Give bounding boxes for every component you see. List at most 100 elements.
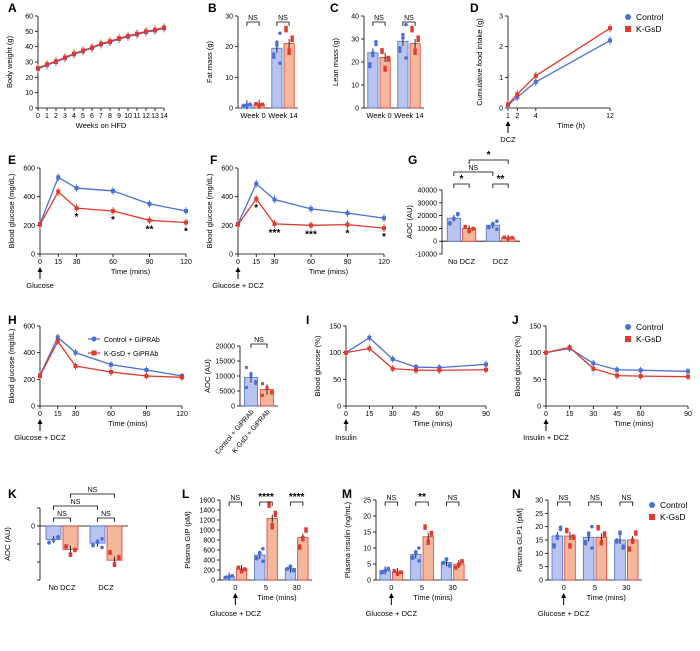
M-significance-label: NS (386, 495, 396, 502)
I-series-1-point (390, 366, 395, 371)
A-y-tick-label: 40 (25, 44, 33, 51)
K-comparison-bracket (53, 517, 71, 522)
A-series-1-point (108, 39, 112, 44)
E-significance-star: * (184, 226, 188, 237)
I-y-tick-label: 100 (329, 350, 341, 357)
L-data-point (270, 526, 274, 530)
B-data-point (284, 25, 288, 30)
H-series-1-point (180, 375, 184, 380)
G-data-point (495, 219, 499, 223)
H2-data-point (261, 382, 264, 386)
E-series-0-point (147, 201, 152, 206)
panel-label-D: D (470, 1, 479, 15)
M-y-tick-label: 20 (363, 514, 371, 521)
L-data-point (304, 529, 308, 533)
B-data-point (278, 31, 282, 36)
M-data-point (444, 557, 449, 561)
G-data-point (506, 236, 510, 241)
D-series-1-line (507, 27, 611, 105)
H2-y-tick-label: 15000 (216, 359, 236, 366)
A-x-tick-label: 0 (36, 113, 40, 120)
F-series-1-point (236, 222, 240, 227)
A-x-tick-label: 14 (160, 113, 168, 120)
G-data-point (502, 235, 506, 239)
J-y-tick-label: 100 (529, 350, 541, 357)
D-legend-label: Control (636, 12, 664, 22)
L-y-tick-label: 800 (203, 538, 215, 545)
L-data-point (291, 568, 296, 573)
F-series-1-point (309, 223, 313, 228)
N-data-point (615, 538, 619, 542)
K-comparison-bracket (70, 493, 115, 498)
A-series-1-point (63, 55, 67, 60)
J-series-1-point (544, 350, 548, 355)
E-series-1-point (111, 209, 115, 213)
E-x-tick-label: 30 (73, 259, 81, 266)
E-x-tick-label: 120 (180, 259, 192, 266)
M-y-tick-label: 0 (367, 578, 371, 585)
N-data-point (599, 539, 604, 544)
A-series-1-point (135, 31, 139, 36)
M-y-tick-label: 10 (363, 546, 371, 553)
E-significance-star: * (111, 215, 115, 226)
M-y-tick-label: 15 (363, 530, 371, 537)
B-category-label: Week 14 (268, 111, 297, 120)
L-data-point (267, 504, 271, 508)
G-data-point (463, 224, 467, 229)
J-series-0-line (545, 347, 689, 372)
F-x-tick-label: 0 (236, 259, 240, 266)
M-comparison-bracket (384, 501, 398, 506)
L-data-point (254, 555, 259, 560)
C-significance-label: NS (404, 15, 414, 22)
M-data-point (383, 568, 387, 573)
K-data-point (108, 549, 112, 554)
J-x-tick-label: 15 (566, 411, 574, 418)
N-data-point (552, 543, 556, 547)
F-series-1-line (237, 197, 385, 229)
M-y-axis-label: Plasma insulin (ng/mL) (343, 501, 352, 578)
A-x-tick-label: 6 (90, 113, 94, 120)
I-series-1-point (414, 368, 418, 373)
K-data-point (108, 551, 112, 556)
panel-label-M: M (342, 487, 352, 501)
L-category-label: 0 (233, 583, 237, 592)
A-series-1-point (72, 51, 76, 56)
H-series-1-point (144, 374, 149, 378)
N-comparison-bracket (619, 501, 634, 506)
C-data-point (380, 50, 384, 55)
K-data-point (73, 547, 77, 552)
H-y-axis-label: Blood glucose (mg/dL) (7, 328, 16, 404)
N-y-tick-label: 20 (535, 524, 543, 531)
A-x-tick-label: 4 (72, 113, 76, 120)
I-series-1-line (345, 347, 487, 371)
L-y-tick-label: 0 (211, 578, 215, 585)
G-y-tick-label: 10000 (418, 226, 438, 233)
K-comparison-bracket (53, 505, 98, 510)
L-arrow-icon (232, 593, 238, 598)
E-series-1-point (147, 218, 152, 223)
E-series-1-line (39, 190, 187, 225)
C-data-point (416, 38, 420, 43)
A-series-1-point (99, 41, 103, 46)
D-series-1-point (506, 102, 510, 107)
L-comparison-bracket (259, 501, 273, 506)
N-significance-label: NS (590, 495, 600, 502)
L-comparison-bracket (228, 501, 242, 506)
C-data-point (401, 36, 405, 40)
E-y-tick-label: 0 (31, 252, 35, 259)
N-significance-label: NS (559, 495, 569, 502)
G-data-point (452, 216, 456, 220)
H-series-1-point (73, 364, 78, 368)
G-significance-label: NS (469, 165, 479, 172)
B-comparison-bracket (276, 21, 290, 26)
K-data-point (47, 540, 51, 544)
D-x-tick-label: 1 (506, 113, 510, 120)
K-data-point (100, 537, 104, 541)
M-significance-label: ** (418, 492, 426, 503)
N-data-point (590, 524, 594, 529)
M-data-point (417, 546, 421, 550)
C-category-label: Week 0 (366, 111, 391, 120)
N-data-point (571, 536, 575, 540)
G-data-point (448, 220, 452, 225)
G-y-tick-label: 30000 (418, 200, 438, 207)
